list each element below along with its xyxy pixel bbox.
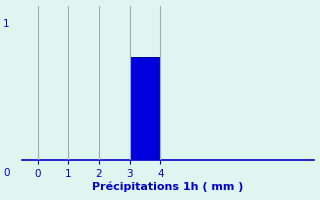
Text: 1: 1 [3, 19, 10, 29]
X-axis label: Précipitations 1h ( mm ): Précipitations 1h ( mm ) [92, 182, 244, 192]
Text: 0: 0 [3, 168, 10, 178]
Bar [130, 57, 160, 160]
